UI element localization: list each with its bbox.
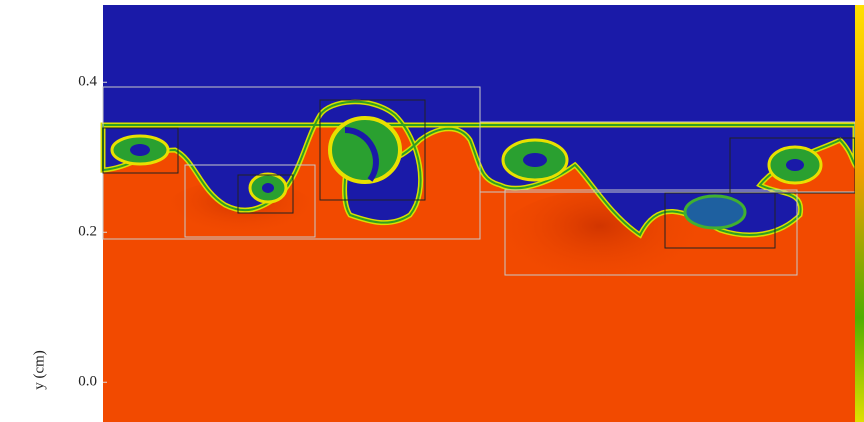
colorbar [855,5,864,422]
y-axis-label: y (cm) [31,350,47,390]
y-tick-label: 0.0 [78,374,97,390]
field [103,5,855,422]
y-tick-label: 0.4 [78,74,97,90]
y-tick-label: 0.2 [78,224,97,240]
figure: y (cm) 0.4 0.2 0.0 [0,0,864,422]
